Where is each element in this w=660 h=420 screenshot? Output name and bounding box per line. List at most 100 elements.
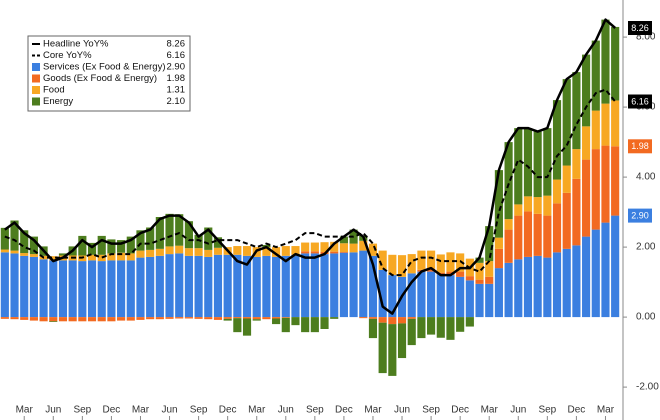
value-tag — [628, 139, 652, 154]
value-tag-label: 1.98 — [631, 141, 649, 151]
bar — [611, 146, 620, 216]
bar — [213, 317, 223, 320]
bar — [262, 255, 271, 318]
bar — [281, 317, 290, 333]
bar — [39, 317, 48, 322]
bar — [368, 255, 378, 318]
bar — [204, 256, 213, 318]
bar — [97, 254, 106, 262]
bar-series — [0, 215, 620, 318]
bar — [155, 217, 164, 249]
legend-value: 1.98 — [167, 73, 186, 84]
legend-label: Headline YoY% — [43, 39, 109, 50]
bar — [533, 131, 542, 198]
bar — [0, 252, 9, 318]
bar — [272, 318, 281, 325]
bar — [117, 240, 126, 253]
bar — [572, 245, 581, 318]
bar — [0, 227, 9, 250]
bar — [320, 254, 329, 318]
bar — [494, 237, 503, 249]
bar — [49, 256, 58, 261]
legend-label: Goods (Ex Food & Energy) — [43, 73, 157, 84]
bar — [87, 254, 97, 261]
x-tick-label: Jun — [278, 405, 294, 416]
x-tick-label: Mar — [481, 405, 499, 416]
bar — [194, 234, 203, 249]
value-tag — [628, 21, 652, 35]
bar — [310, 251, 319, 254]
value-tag-label: 6.16 — [631, 96, 649, 106]
x-tick-label: Jun — [45, 405, 61, 416]
bar — [242, 318, 252, 336]
bar — [301, 242, 310, 252]
bar — [330, 241, 339, 252]
bar — [301, 251, 310, 254]
bar — [272, 256, 281, 318]
bar — [10, 253, 19, 318]
bar — [97, 235, 106, 255]
bar — [97, 261, 106, 318]
bar — [407, 318, 416, 346]
bar — [107, 317, 116, 322]
bar — [591, 40, 600, 111]
bar — [494, 268, 503, 318]
bar — [223, 317, 232, 319]
bar — [359, 317, 368, 319]
bar — [407, 273, 416, 318]
bar — [591, 149, 600, 230]
bar — [601, 19, 610, 104]
x-tick-label: Sep — [538, 405, 556, 416]
bar — [407, 317, 416, 319]
bar — [465, 276, 474, 281]
bar — [165, 254, 174, 318]
y-tick-label: -2.00 — [636, 382, 659, 393]
y-tick-label: 2.00 — [636, 242, 656, 253]
bar — [194, 248, 203, 256]
value-tag-label: 2.90 — [631, 210, 649, 220]
bar — [339, 236, 348, 244]
bar — [87, 317, 97, 322]
bar — [49, 317, 58, 322]
bar — [97, 317, 106, 322]
bar — [485, 276, 494, 284]
bar — [204, 249, 213, 257]
bar — [126, 317, 135, 321]
bar — [213, 237, 223, 248]
bar — [349, 243, 358, 253]
legend-box — [27, 35, 191, 112]
bar — [39, 259, 48, 318]
legend-value: 8.26 — [167, 39, 186, 50]
line — [4, 18, 617, 315]
bar — [175, 245, 184, 254]
bar — [485, 261, 494, 277]
bar — [611, 100, 620, 147]
bar — [562, 165, 571, 193]
bar — [281, 317, 290, 318]
bar — [572, 149, 581, 179]
bar — [252, 317, 261, 320]
bar — [301, 317, 310, 333]
bar — [552, 252, 562, 318]
legend-label: Services (Ex Food & Energy) — [43, 62, 166, 73]
bar — [20, 317, 29, 320]
x-tick-label: Mar — [364, 405, 382, 416]
bar — [562, 192, 571, 249]
bar — [436, 317, 445, 338]
bar — [233, 317, 242, 319]
bar — [485, 226, 494, 262]
bar — [20, 253, 29, 256]
bar — [552, 100, 562, 180]
bar — [10, 317, 19, 320]
x-tick-label: Mar — [16, 405, 34, 416]
bar — [533, 213, 542, 256]
bar — [562, 248, 571, 318]
x-tick-label: Sep — [306, 405, 324, 416]
x-tick-label: Jun — [161, 405, 177, 416]
bar — [552, 203, 562, 253]
bar — [397, 317, 407, 324]
bar — [262, 247, 271, 256]
bar — [204, 317, 213, 320]
bar — [49, 321, 58, 322]
